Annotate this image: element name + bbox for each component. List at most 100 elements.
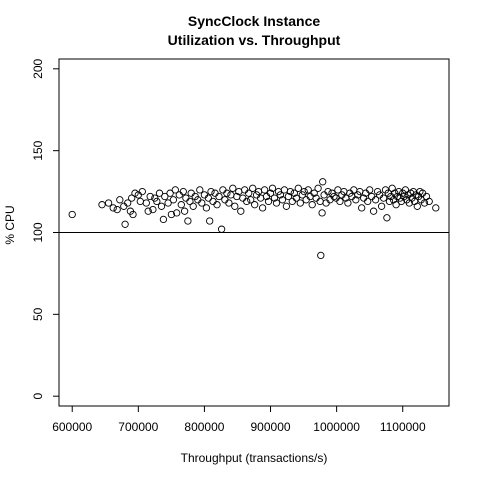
data-point xyxy=(179,187,187,196)
data-point xyxy=(229,184,237,192)
data-point xyxy=(306,192,314,201)
data-point xyxy=(385,197,394,206)
data-point xyxy=(266,189,275,197)
data-point xyxy=(249,184,257,192)
data-point xyxy=(239,194,247,202)
data-point xyxy=(202,204,211,212)
data-point xyxy=(241,186,249,194)
data-point xyxy=(304,186,312,194)
data-point xyxy=(314,184,322,192)
data-point xyxy=(256,194,265,202)
data-point xyxy=(142,199,150,207)
data-point xyxy=(302,196,310,204)
data-point xyxy=(213,201,221,209)
data-point xyxy=(272,199,281,207)
data-point xyxy=(153,197,161,206)
y-tick-label: 0 xyxy=(31,393,45,400)
data-point xyxy=(187,189,195,197)
data-point xyxy=(258,204,267,212)
data-point xyxy=(330,192,338,201)
data-point xyxy=(264,197,273,206)
x-tick-label: 800000 xyxy=(184,420,224,434)
data-point xyxy=(247,196,255,204)
data-point xyxy=(371,196,380,204)
data-point xyxy=(377,202,386,210)
x-axis-title: Throughput (transactions/s) xyxy=(181,451,328,465)
data-point xyxy=(413,202,421,210)
data-point xyxy=(237,207,245,215)
data-point xyxy=(211,189,219,197)
data-point xyxy=(128,194,136,202)
data-point xyxy=(116,196,124,204)
data-point xyxy=(227,191,235,199)
data-point xyxy=(136,197,144,206)
data-point xyxy=(320,191,328,199)
data-point xyxy=(379,194,388,202)
data-point xyxy=(364,197,372,206)
data-point xyxy=(425,197,433,206)
data-point xyxy=(344,199,352,207)
data-point xyxy=(225,199,233,207)
data-point xyxy=(171,186,179,194)
data-point xyxy=(388,184,396,192)
data-point xyxy=(189,202,197,210)
data-point xyxy=(221,196,229,204)
data-point xyxy=(251,201,259,209)
data-point xyxy=(358,204,366,212)
data-point xyxy=(282,202,291,210)
data-point xyxy=(319,178,327,186)
data-point xyxy=(420,199,429,207)
data-point xyxy=(276,191,285,199)
data-point xyxy=(209,197,217,206)
y-tick-label: 100 xyxy=(31,222,45,242)
data-point xyxy=(392,201,400,209)
data-point xyxy=(173,209,181,217)
data-point xyxy=(175,191,183,199)
data-point xyxy=(159,215,168,224)
x-axis: 600000 700000 800000 900000 1000000 1100000 xyxy=(52,406,426,434)
x-tick-label: 600000 xyxy=(52,420,92,434)
data-point xyxy=(219,186,227,194)
data-point xyxy=(113,205,121,214)
data-point xyxy=(308,201,316,209)
data-point xyxy=(169,196,178,204)
data-point xyxy=(324,187,332,196)
data-point xyxy=(161,192,169,201)
data-point xyxy=(286,187,295,196)
data-point xyxy=(278,196,287,204)
data-point xyxy=(231,202,239,210)
data-point xyxy=(138,187,146,196)
data-point xyxy=(204,194,213,202)
y-axis: 0 50 100 150 200 xyxy=(31,58,59,400)
data-point xyxy=(292,194,300,202)
data-point xyxy=(290,189,298,197)
x-tick-label: 1000000 xyxy=(313,420,360,434)
data-point xyxy=(104,199,113,207)
data-point xyxy=(121,220,129,228)
data-point xyxy=(260,186,269,194)
chart-title: SyncClock Instance xyxy=(188,13,320,29)
data-point xyxy=(182,194,190,202)
data-point xyxy=(157,202,166,210)
data-point xyxy=(184,217,192,225)
data-point xyxy=(243,197,251,206)
data-point xyxy=(207,187,215,196)
data-point xyxy=(124,199,132,207)
data-point xyxy=(149,205,157,214)
data-point xyxy=(268,184,277,192)
data-point xyxy=(318,209,326,217)
x-tick-label: 1100000 xyxy=(380,420,426,434)
data-point xyxy=(186,197,194,206)
data-point xyxy=(167,210,176,219)
data-point xyxy=(270,194,279,202)
data-point xyxy=(369,207,378,215)
data-point xyxy=(296,199,304,207)
y-tick-label: 50 xyxy=(31,307,45,321)
x-tick-label: 700000 xyxy=(118,420,158,434)
data-point xyxy=(198,199,206,207)
data-point xyxy=(98,201,106,209)
data-point xyxy=(383,214,391,222)
data-point xyxy=(294,184,302,192)
data-point xyxy=(164,199,172,207)
